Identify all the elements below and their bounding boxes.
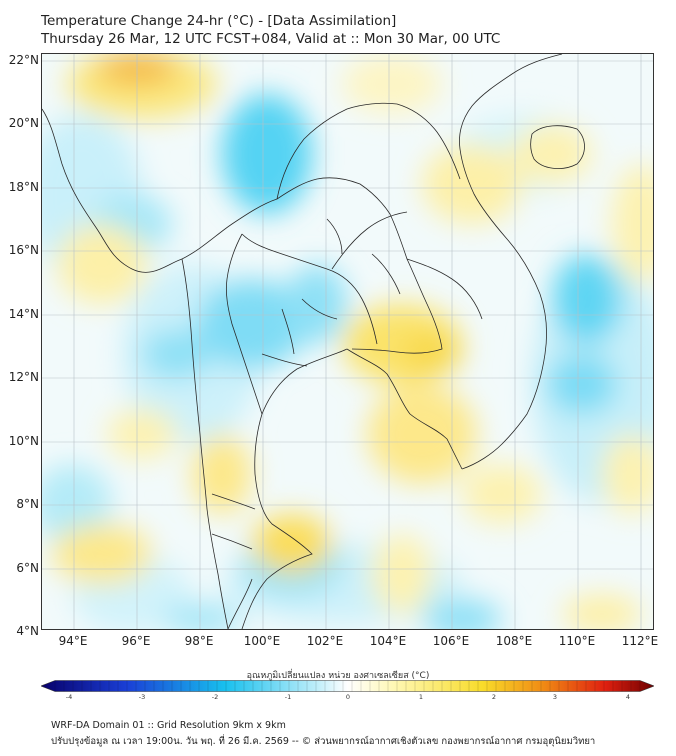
colorbar-tick-3: 3 (552, 693, 558, 701)
lat-label-10n: 10°N (8, 434, 39, 448)
map-canvas (42, 54, 653, 629)
lat-label-20n: 20°N (8, 116, 39, 130)
colorbar-tick-m2: -2 (211, 693, 219, 701)
colorbar (41, 680, 654, 692)
lon-label-102e: 102°E (306, 634, 344, 648)
title-line-1: Temperature Change 24-hr (°C) - [Data As… (41, 13, 397, 29)
graticule (42, 54, 653, 629)
lon-label-94e: 94°E (58, 634, 88, 648)
title-line-2: Thursday 26 Mar, 12 UTC FCST+084, Valid … (41, 31, 501, 47)
lon-label-108e: 108°E (495, 634, 533, 648)
colorbar-tick-2: 2 (491, 693, 497, 701)
lon-label-98e: 98°E (184, 634, 214, 648)
lon-label-112e: 112°E (621, 634, 659, 648)
coastlines (42, 54, 585, 629)
lat-label-6n: 6°N (16, 561, 39, 575)
lat-label-14n: 14°N (8, 307, 39, 321)
lon-label-106e: 106°E (432, 634, 470, 648)
colorbar-tick-m1: -1 (284, 693, 292, 701)
footer-credit: ปรับปรุงข้อมูล ณ เวลา 19:00น. วัน พฤ. ที… (51, 736, 596, 747)
colorbar-tick-m4: -4 (65, 693, 73, 701)
lat-label-4n: 4°N (16, 624, 39, 638)
lon-label-104e: 104°E (369, 634, 407, 648)
lat-label-12n: 12°N (8, 370, 39, 384)
lon-label-110e: 110°E (558, 634, 596, 648)
lat-label-18n: 18°N (8, 180, 39, 194)
colorbar-tick-m3: -3 (138, 693, 146, 701)
colorbar-tick-4: 4 (625, 693, 631, 701)
lon-label-96e: 96°E (121, 634, 151, 648)
colorbar-title: อุณหภูมิเปลี่ยนแปลง หน่วย องศาเซลเซียส (… (246, 671, 430, 681)
colorbar-tick-1: 1 (418, 693, 424, 701)
colorbar-tick-0: 0 (345, 693, 351, 701)
lat-label-16n: 16°N (8, 243, 39, 257)
lat-label-22n: 22°N (8, 53, 39, 67)
temperature-map (41, 53, 654, 630)
footer-model-info: WRF-DA Domain 01 :: Grid Resolution 9km … (51, 720, 286, 731)
lon-label-100e: 100°E (243, 634, 281, 648)
lat-label-8n: 8°N (16, 497, 39, 511)
chart-title: Temperature Change 24-hr (°C) - [Data As… (41, 12, 500, 48)
